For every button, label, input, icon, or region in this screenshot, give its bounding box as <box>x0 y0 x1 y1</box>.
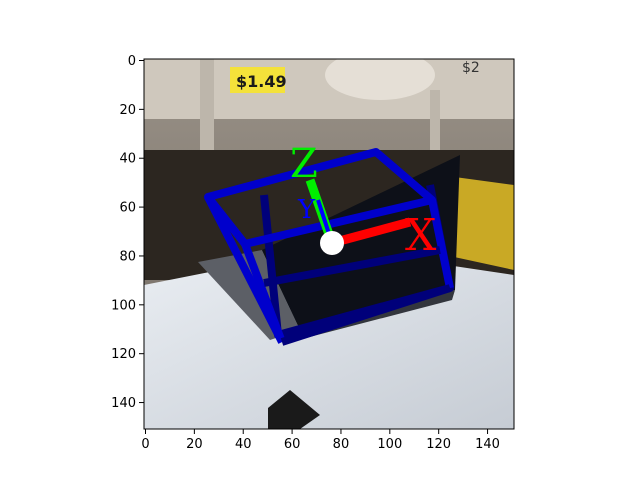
x-tick-label: 100 <box>377 437 402 452</box>
pose-axes: X Z Y <box>290 141 437 261</box>
y-axis-ticks: 0 20 40 60 80 100 120 140 <box>111 54 144 411</box>
laptop-screen <box>262 155 460 330</box>
x-axis-arrow <box>330 217 412 248</box>
bounding-box-overlay <box>204 148 454 346</box>
y-tick-label: 120 <box>111 347 136 362</box>
axes-frame <box>143 58 515 430</box>
price-tag <box>230 67 285 93</box>
x-axis-ticks: 0 20 40 60 80 100 120 140 <box>141 429 500 452</box>
x-tick-label: 80 <box>333 437 350 452</box>
y-tick-label: 40 <box>119 152 136 167</box>
price-tag-text: $1.49 <box>236 72 287 91</box>
z-axis-label: Z <box>290 141 318 187</box>
y-tick-label: 60 <box>119 201 136 216</box>
price-tag-right-text: $2 <box>462 60 480 76</box>
box-edge-middle <box>263 246 441 287</box>
phone <box>268 390 320 429</box>
x-tick-label: 0 <box>141 437 149 452</box>
box-edge-front-left <box>241 242 286 344</box>
box-edge-right <box>428 199 454 289</box>
box-edge-bottom <box>280 284 452 346</box>
center-point <box>320 231 344 255</box>
yellow-chair <box>440 175 514 270</box>
x-tick-label: 140 <box>475 437 500 452</box>
y-tick-label: 80 <box>119 249 136 264</box>
x-tick-label: 20 <box>186 437 203 452</box>
x-axis-label: X <box>405 210 437 261</box>
y-tick-label: 140 <box>111 396 136 411</box>
round-object <box>325 59 435 100</box>
x-tick-label: 120 <box>426 437 451 452</box>
y-tick-label: 100 <box>111 298 136 313</box>
x-tick-label: 60 <box>284 437 301 452</box>
y-axis-label: Y <box>297 195 316 225</box>
y-tick-label: 20 <box>119 103 136 118</box>
x-tick-label: 40 <box>235 437 252 452</box>
y-tick-label: 0 <box>128 54 136 69</box>
